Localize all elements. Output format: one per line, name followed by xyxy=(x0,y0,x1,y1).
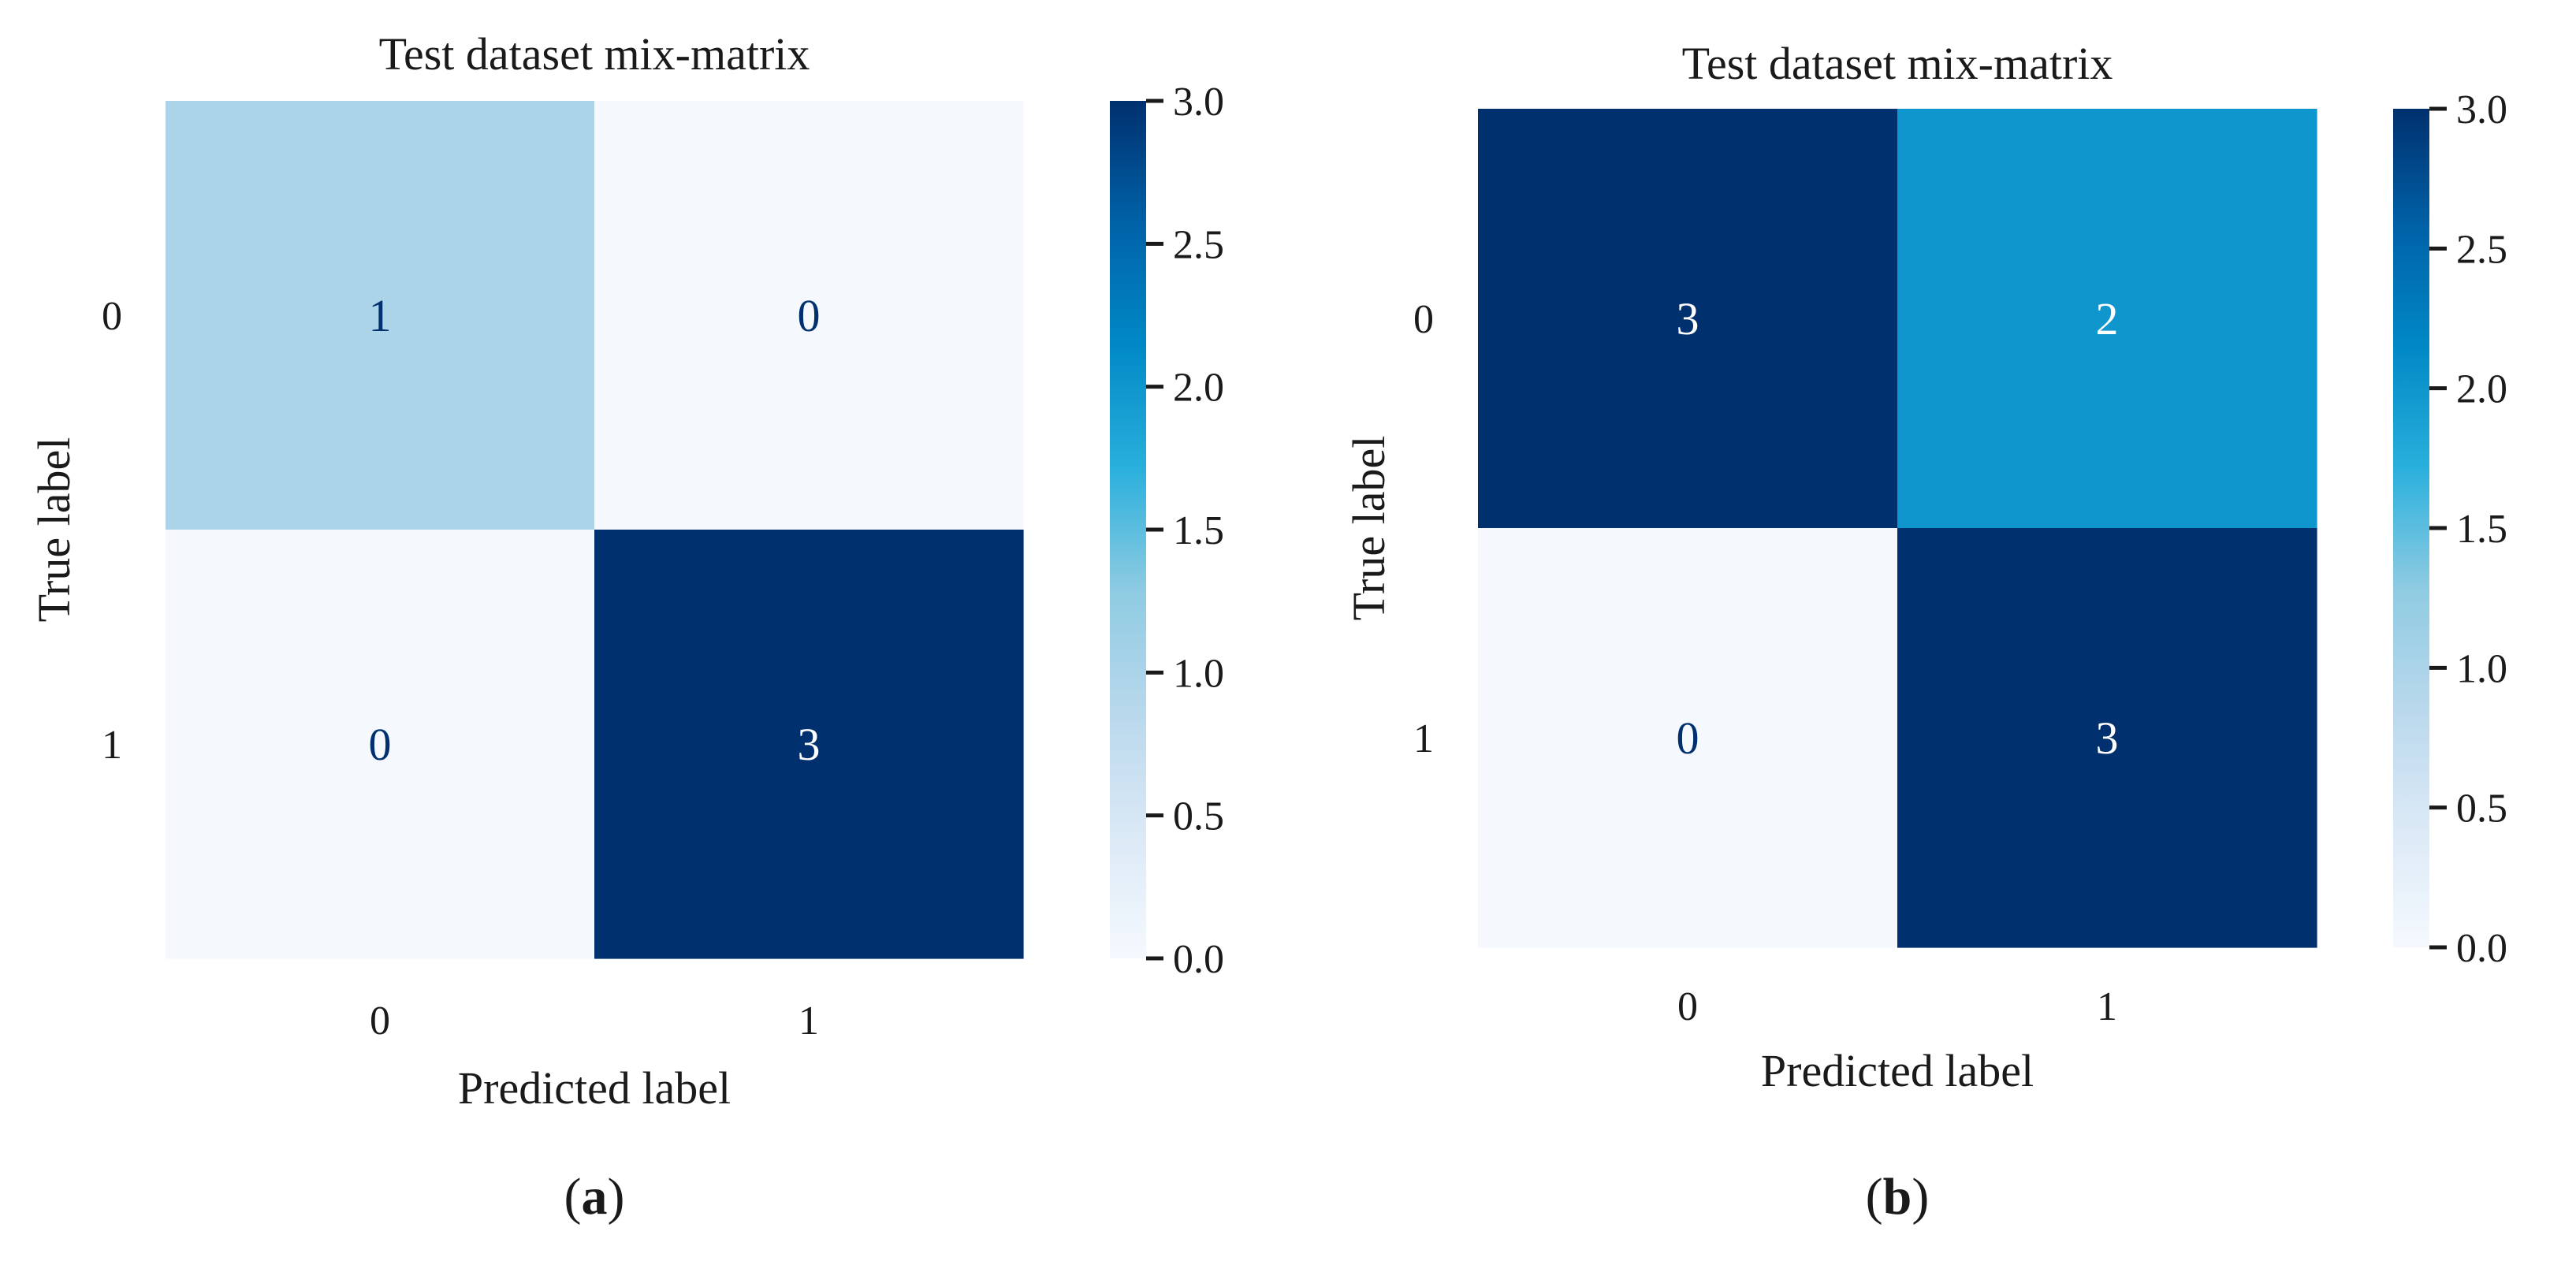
panel-label: (b) xyxy=(1866,1168,1930,1226)
cell-value: 3 xyxy=(798,719,821,770)
colorbar-tick-label: 0.5 xyxy=(2456,787,2507,831)
cell-value: 2 xyxy=(2096,293,2119,344)
y-tick-label: 0 xyxy=(1413,297,1434,342)
y-tick-label: 1 xyxy=(102,723,122,768)
chart-title: Test dataset mix-matrix xyxy=(1682,38,2113,89)
x-tick-label: 1 xyxy=(2097,984,2117,1029)
heatmap-cell xyxy=(594,530,1024,959)
x-axis-label: Predicted label xyxy=(1761,1045,2034,1096)
colorbar-tick-label: 2.0 xyxy=(1173,366,1224,411)
colorbar-tick-label: 3.0 xyxy=(1173,80,1224,125)
colorbar-tick-label: 2.5 xyxy=(2456,227,2507,272)
x-tick-label: 1 xyxy=(798,999,819,1043)
colorbar-tick-label: 0.0 xyxy=(1173,937,1224,982)
cell-value: 3 xyxy=(1677,293,1699,344)
panel-b: Test dataset mix-matrix 3 2 0 3 0 1 0 1 Predicted… xyxy=(1343,38,2507,1226)
panel-letter: a xyxy=(582,1168,608,1226)
colorbar-tick-label: 0.5 xyxy=(1173,794,1224,839)
cell-value: 1 xyxy=(369,290,392,341)
cell-value: 0 xyxy=(369,719,392,770)
x-axis-label: Predicted label xyxy=(458,1062,731,1114)
colorbar xyxy=(2393,109,2429,947)
cell-value: 3 xyxy=(2096,712,2119,764)
colorbar-tick-label: 0.0 xyxy=(2456,926,2507,971)
y-tick-label: 0 xyxy=(102,294,122,339)
heatmap-cell xyxy=(1478,528,1898,948)
colorbar-tick-label: 1.0 xyxy=(1173,651,1224,696)
colorbar-tick-label: 3.0 xyxy=(2456,87,2507,132)
heatmap-cell xyxy=(1897,109,2317,529)
heatmap-cell xyxy=(166,101,595,530)
panel-letter: b xyxy=(1883,1168,1912,1226)
y-axis-label: True label xyxy=(28,437,80,623)
x-tick-label: 0 xyxy=(370,999,390,1043)
panel-a: Test dataset mix-matrix 1 0 0 3 0 1 0 1 Predicted… xyxy=(28,28,1224,1226)
x-tick-label: 0 xyxy=(1677,984,1698,1029)
cell-value: 0 xyxy=(1677,712,1699,764)
colorbar-tick-label: 2.0 xyxy=(2456,367,2507,412)
colorbar-tick-label: 1.5 xyxy=(1173,508,1224,553)
y-tick-label: 1 xyxy=(1413,716,1434,761)
panel-label: (a) xyxy=(564,1168,625,1226)
colorbar-tick-label: 1.5 xyxy=(2456,507,2507,552)
heatmap-cell xyxy=(1478,109,1898,529)
cell-value: 0 xyxy=(798,290,821,341)
colorbar xyxy=(1110,101,1146,958)
chart-title: Test dataset mix-matrix xyxy=(379,28,810,80)
colorbar-tick-label: 1.0 xyxy=(2456,646,2507,691)
heatmap-cell xyxy=(594,101,1024,530)
y-axis-label: True label xyxy=(1343,436,1394,621)
heatmap-cell xyxy=(1897,528,2317,948)
colorbar-tick-label: 2.5 xyxy=(1173,222,1224,267)
heatmap-cell xyxy=(166,530,595,959)
